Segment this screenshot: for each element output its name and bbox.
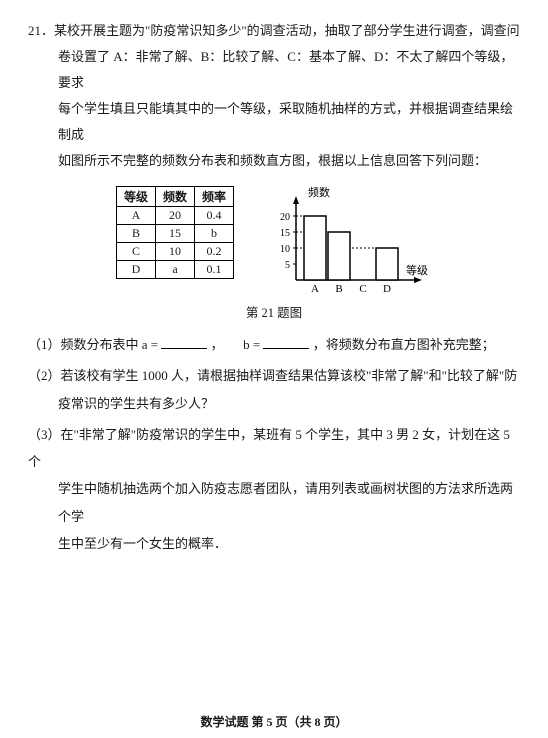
table-row: B 15 b [116, 225, 233, 243]
table-cell: b [195, 225, 234, 243]
x-cat-label: B [335, 283, 342, 295]
figure-caption: 第 21 题图 [28, 302, 520, 321]
table-row: A 20 0.4 [116, 207, 233, 225]
sub-question-1: （1）频数分布表中 a = ， b = ，将频数分布直方图补充完整； [28, 331, 520, 358]
body-line: 某校开展主题为"防疫常识知多少"的调查活动，抽取了部分学生进行调查，调查问 [54, 23, 520, 38]
table-header-row: 等级 频数 频率 [116, 187, 233, 207]
question-block: 21．某校开展主题为"防疫常识知多少"的调查活动，抽取了部分学生进行调查，调查问… [28, 18, 520, 174]
table-cell: 0.1 [195, 261, 234, 279]
y-tick-label: 20 [280, 212, 290, 223]
q1-mid: ， b = [211, 337, 261, 352]
table-cell: 0.4 [195, 207, 234, 225]
y-axis-label: 频数 [308, 186, 330, 199]
figure-row: 等级 频数 频率 A 20 0.4 B 15 b C 10 0.2 D a 0.… [28, 186, 520, 298]
table-cell: 10 [155, 243, 194, 261]
bar-d [376, 248, 398, 280]
x-cat-label: A [311, 283, 319, 295]
q3-line: 学生中随机抽选两个加入防疫志愿者团队，请用列表或画树状图的方法求所选两个学 [28, 475, 520, 530]
x-cat-label: C [359, 283, 366, 295]
page-footer: 数学试题 第 5 页（共 8 页） [0, 713, 548, 730]
bar-a [304, 216, 326, 280]
y-axis-arrow [293, 196, 299, 204]
blank-b [263, 335, 309, 349]
question-line-1: 21．某校开展主题为"防疫常识知多少"的调查活动，抽取了部分学生进行调查，调查问 [28, 18, 520, 44]
blank-a [161, 335, 207, 349]
table-cell: C [116, 243, 155, 261]
table-cell: B [116, 225, 155, 243]
x-axis-label: 等级 [406, 263, 428, 277]
bar-chart: 频数 5 10 15 20 A B C D 等级 [262, 186, 432, 298]
table-cell: a [155, 261, 194, 279]
body-line: 如图所示不完整的频数分布表和频数直方图，根据以上信息回答下列问题： [28, 148, 520, 174]
y-tick-label: 15 [280, 228, 290, 239]
bar-b [328, 232, 350, 280]
y-tick-label: 5 [285, 260, 290, 271]
table-cell: 0.2 [195, 243, 234, 261]
q1-prefix: （1）频数分布表中 a = [28, 337, 158, 352]
q2-line: 疫常识的学生共有多少人？ [28, 390, 520, 417]
y-tick-label: 10 [280, 244, 290, 255]
q1-suffix: ，将频数分布直方图补充完整； [313, 337, 495, 352]
q2-line: （2）若该校有学生 1000 人，请根据抽样调查结果估算该校"非常了解"和"比较… [28, 362, 520, 389]
x-axis-arrow [414, 277, 422, 283]
q3-line: （3）在"非常了解"防疫常识的学生中，某班有 5 个学生，其中 3 男 2 女，… [28, 421, 520, 476]
frequency-table: 等级 频数 频率 A 20 0.4 B 15 b C 10 0.2 D a 0.… [116, 186, 234, 279]
table-row: D a 0.1 [116, 261, 233, 279]
sub-question-2: （2）若该校有学生 1000 人，请根据抽样调查结果估算该校"非常了解"和"比较… [28, 362, 520, 417]
table-row: C 10 0.2 [116, 243, 233, 261]
question-number: 21． [28, 23, 54, 38]
body-line: 卷设置了 A：非常了解、B：比较了解、C：基本了解、D：不太了解四个等级，要求 [28, 44, 520, 96]
q3-line: 生中至少有一个女生的概率． [28, 530, 520, 557]
table-cell: A [116, 207, 155, 225]
table-cell: D [116, 261, 155, 279]
table-cell: 20 [155, 207, 194, 225]
body-line: 每个学生填且只能填其中的一个等级，采取随机抽样的方式，并根据调查结果绘制成 [28, 96, 520, 148]
sub-question-3: （3）在"非常了解"防疫常识的学生中，某班有 5 个学生，其中 3 男 2 女，… [28, 421, 520, 557]
table-cell: 15 [155, 225, 194, 243]
table-header-cell: 等级 [116, 187, 155, 207]
table-header-cell: 频率 [195, 187, 234, 207]
x-cat-label: D [383, 283, 391, 295]
table-header-cell: 频数 [155, 187, 194, 207]
